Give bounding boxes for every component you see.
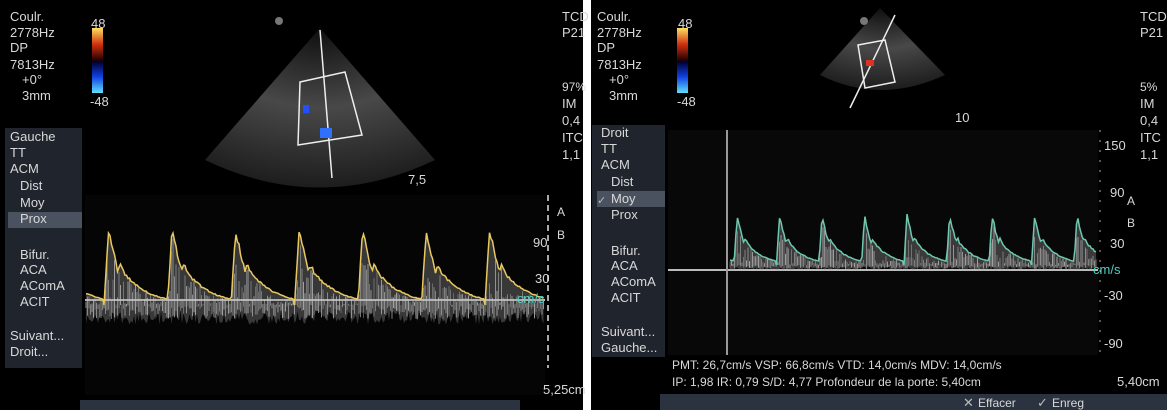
- status: TCD: [1140, 10, 1167, 24]
- scale: 90: [1110, 186, 1124, 200]
- info: Coulr.: [597, 10, 631, 24]
- markers: B: [557, 228, 565, 242]
- status: IM: [562, 97, 576, 111]
- markers: A: [1127, 194, 1135, 208]
- menu[interactable]: Moy: [611, 192, 636, 206]
- markers: B: [1127, 216, 1135, 230]
- color-bar: [92, 28, 103, 93]
- right: 5,40cm: [1117, 375, 1160, 389]
- menu[interactable]: Suivant...: [601, 325, 655, 339]
- info: 7813Hz: [597, 58, 642, 72]
- menu[interactable]: TT: [601, 142, 617, 156]
- status: P21: [1140, 26, 1163, 40]
- menu[interactable]: Gauche...: [601, 341, 657, 355]
- menu[interactable]: Droit...: [10, 345, 48, 359]
- page: ✕ ✓ ✓ (() => { const data = JSON.parse(d…: [0, 0, 1167, 410]
- flow: [866, 60, 874, 66]
- menu[interactable]: Dist: [20, 179, 42, 193]
- status: P21: [562, 26, 585, 40]
- menu[interactable]: Moy: [20, 196, 45, 210]
- status: 97%: [562, 80, 586, 94]
- menu[interactable]: ACA: [20, 263, 47, 277]
- info: Coulr.: [10, 10, 44, 24]
- left: 7,5: [408, 173, 426, 187]
- markers: A: [557, 205, 565, 219]
- menu[interactable]: AComA: [20, 279, 65, 293]
- buttons[interactable]: Effacer: [978, 396, 1016, 410]
- scale: -90: [1104, 337, 1123, 351]
- dot: [275, 17, 283, 25]
- info: +0°: [609, 73, 629, 87]
- menu[interactable]: Bifur.: [611, 244, 641, 258]
- menu[interactable]: Prox: [611, 208, 638, 222]
- right: 10: [955, 111, 969, 125]
- bottom-bar: [80, 400, 520, 410]
- status: ITC: [1140, 131, 1161, 145]
- flow: [303, 105, 309, 113]
- status: 0,4: [1140, 114, 1158, 128]
- right: cm/s: [1093, 263, 1120, 277]
- menu[interactable]: ACM: [601, 158, 630, 172]
- menu[interactable]: Bifur.: [20, 248, 50, 262]
- scale: -30: [1104, 289, 1123, 303]
- flow: [320, 128, 332, 138]
- color-bar: [677, 28, 688, 93]
- color-scale: -48: [90, 95, 109, 109]
- color-scale: 48: [678, 17, 692, 31]
- color-scale: 48: [91, 17, 105, 31]
- menu[interactable]: TT: [10, 146, 26, 160]
- info: 3mm: [609, 89, 638, 103]
- status: 0,4: [562, 114, 580, 128]
- menu[interactable]: Gauche: [10, 130, 56, 144]
- icon-x: ✕: [963, 395, 974, 410]
- left: cm/s: [517, 292, 544, 306]
- color-scale: -48: [677, 95, 696, 109]
- status: ITC: [562, 131, 583, 145]
- menu[interactable]: Droit: [601, 126, 628, 140]
- status: 1,1: [562, 148, 580, 162]
- info: DP: [10, 41, 28, 55]
- spacer: [110, 10, 115, 22]
- menu[interactable]: Suivant...: [10, 329, 64, 343]
- menu[interactable]: Dist: [611, 175, 633, 189]
- scale: 150: [1104, 139, 1126, 153]
- icon-check: ✓: [1037, 395, 1048, 410]
- measurements: PMT: 26,7cm/s VSP: 66,8cm/s VTD: 14,0cm/…: [672, 358, 1002, 372]
- button-bar: [660, 394, 1167, 410]
- scale: 90: [533, 236, 547, 250]
- menu[interactable]: ACIT: [611, 291, 641, 305]
- info: 2778Hz: [10, 26, 55, 40]
- screen: ✕ ✓ ✓: [0, 0, 1167, 410]
- menu[interactable]: ACM: [10, 162, 39, 176]
- info: 7813Hz: [10, 58, 55, 72]
- info: 3mm: [22, 89, 51, 103]
- scale: 30: [535, 272, 549, 286]
- icon-check: ✓: [597, 195, 606, 207]
- menu[interactable]: ACA: [611, 259, 638, 273]
- info: +0°: [22, 73, 42, 87]
- menu[interactable]: Prox: [20, 212, 47, 226]
- status: IM: [1140, 97, 1154, 111]
- menu[interactable]: ACIT: [20, 295, 50, 309]
- measurements: IP: 1,98 IR: 0,79 S/D: 4,77 Profondeur d…: [672, 375, 981, 389]
- status: 5%: [1140, 80, 1157, 94]
- status: 1,1: [1140, 148, 1158, 162]
- info: DP: [597, 41, 615, 55]
- scale: 30: [1110, 237, 1124, 251]
- menu[interactable]: AComA: [611, 275, 656, 289]
- dot: [860, 17, 868, 25]
- status: TCD: [562, 10, 589, 24]
- buttons[interactable]: Enreg: [1052, 396, 1084, 410]
- left: 5,25cm: [543, 383, 586, 397]
- info: 2778Hz: [597, 26, 642, 40]
